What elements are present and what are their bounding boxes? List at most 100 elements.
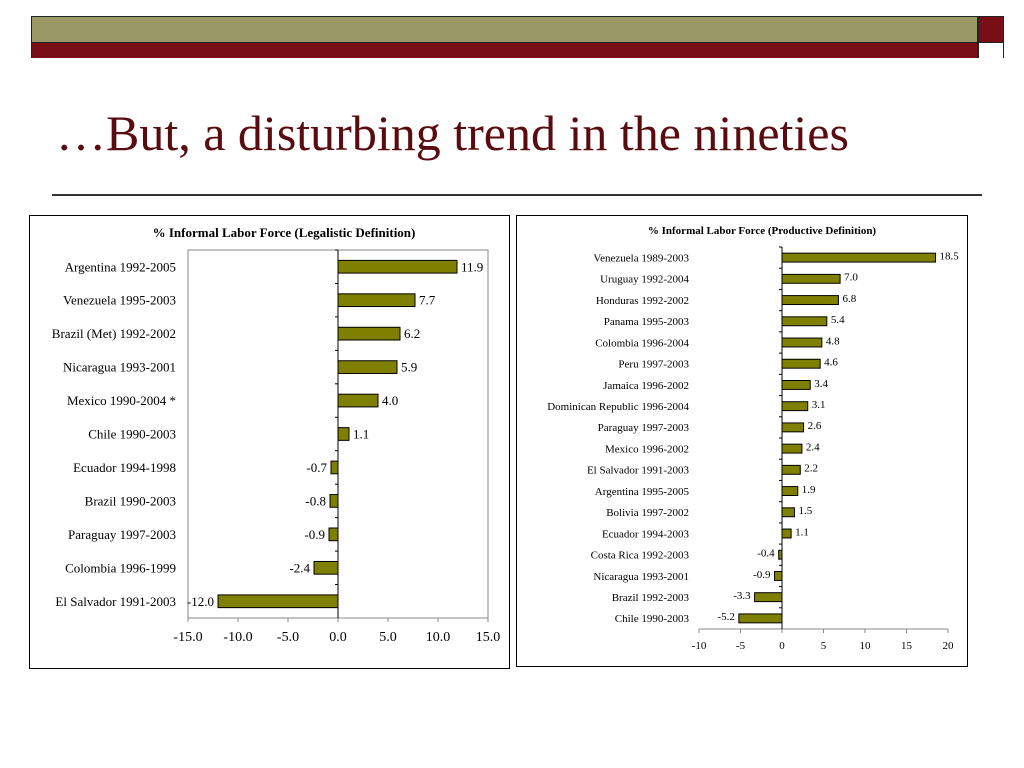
x-tick-label: 0.0	[329, 630, 347, 645]
header-corner-white	[979, 43, 1003, 58]
bar	[337, 259, 458, 274]
bar	[337, 393, 379, 408]
header-corner-block	[978, 16, 1004, 58]
category-label: Chile 1990-2003	[88, 427, 176, 442]
chart-productive-title: % Informal Labor Force (Productive Defin…	[648, 225, 877, 237]
category-label: Bolivia 1997-2002	[606, 507, 689, 519]
x-tick-label: 0	[779, 640, 785, 652]
category-label: Ecuador 1994-1998	[73, 460, 176, 475]
data-label: -0.8	[305, 493, 326, 508]
category-label: Panama 1995-2003	[604, 316, 690, 328]
bar	[329, 494, 339, 508]
category-label: Costa Rica 1992-2003	[591, 550, 690, 562]
bar	[781, 486, 799, 497]
category-label: Brazil (Met) 1992-2002	[52, 326, 176, 341]
bar	[781, 401, 809, 412]
category-label: Colombia 1996-1999	[65, 560, 176, 575]
data-label: -0.9	[304, 527, 325, 542]
bar	[781, 295, 839, 306]
bar	[217, 594, 339, 609]
category-label: Brazil 1992-2003	[612, 592, 690, 604]
data-label: 6.8	[842, 293, 856, 305]
x-tick-label: -5.0	[277, 630, 299, 645]
data-label: 2.6	[808, 420, 822, 432]
bar	[313, 560, 339, 575]
x-tick-label: 15	[901, 640, 913, 652]
data-label: 4.0	[382, 393, 398, 408]
data-label: -0.7	[306, 460, 327, 475]
chart-legalistic-svg: % Informal Labor Force (Legalistic Defin…	[52, 225, 501, 645]
chart-legalistic-title: % Informal Labor Force (Legalistic Defin…	[153, 225, 416, 240]
data-label: 1.9	[802, 484, 816, 496]
bar	[781, 316, 828, 327]
category-label: Chile 1990-2003	[615, 613, 690, 625]
chart-productive: % Informal Labor Force (Productive Defin…	[516, 215, 968, 667]
bar	[781, 252, 937, 263]
category-label: Brazil 1990-2003	[85, 493, 176, 508]
data-label: 1.5	[798, 505, 812, 517]
bar	[781, 464, 801, 475]
bar	[778, 549, 783, 560]
x-tick-label: 20	[943, 640, 955, 652]
category-label: Honduras 1992-2002	[596, 295, 689, 307]
data-label: 18.5	[940, 250, 960, 262]
chart-legalistic: % Informal Labor Force (Legalistic Defin…	[29, 215, 510, 669]
x-tick-label: -10.0	[223, 630, 252, 645]
data-label: -3.3	[733, 590, 751, 602]
data-label: 2.4	[806, 441, 820, 453]
x-tick-label: 15.0	[476, 630, 501, 645]
category-label: El Salvador 1991-2003	[55, 594, 176, 609]
bar	[337, 326, 401, 341]
bar	[781, 379, 811, 390]
x-tick-label: -5	[736, 640, 746, 652]
header-corner-maroon	[979, 17, 1003, 43]
x-tick-label: 10	[860, 640, 872, 652]
slide-title: …But, a disturbing trend in the nineties	[56, 105, 849, 161]
data-label: 5.9	[401, 360, 417, 375]
category-label: Mexico 1996-2002	[605, 443, 689, 455]
category-label: Venezuela 1989-2003	[593, 252, 689, 264]
category-label: Paraguay 1997-2003	[68, 527, 176, 542]
data-label: 4.8	[826, 335, 840, 347]
data-label: 4.6	[824, 357, 838, 369]
bar	[774, 570, 783, 581]
bar	[754, 592, 783, 603]
bar	[781, 528, 792, 539]
chart-productive-svg: % Informal Labor Force (Productive Defin…	[547, 225, 960, 652]
bar	[781, 273, 841, 284]
data-label: 6.2	[404, 326, 420, 341]
x-tick-label: -15.0	[173, 630, 202, 645]
header-band	[31, 16, 978, 58]
category-label: Uruguay 1992-2004	[600, 274, 689, 286]
data-label: -0.4	[757, 548, 775, 560]
category-label: El Salvador 1991-2003	[587, 465, 690, 477]
category-label: Argentina 1992-2005	[65, 259, 176, 274]
data-label: 3.1	[812, 399, 826, 411]
data-label: -12.0	[187, 594, 214, 609]
category-label: Venezuela 1995-2003	[63, 293, 176, 308]
data-label: 2.2	[804, 463, 818, 475]
data-label: -0.9	[753, 569, 771, 581]
data-label: 7.7	[419, 293, 436, 308]
bar	[781, 443, 803, 454]
category-label: Colombia 1996-2004	[595, 337, 689, 349]
category-label: Ecuador 1994-2003	[602, 528, 690, 540]
header-band-maroon	[32, 43, 977, 58]
data-label: -2.4	[289, 560, 310, 575]
x-tick-label: -10	[692, 640, 707, 652]
category-label: Nicaragua 1993-2001	[63, 360, 176, 375]
data-label: 7.0	[844, 272, 858, 284]
category-label: Paraguay 1997-2003	[598, 422, 690, 434]
bar	[781, 422, 805, 433]
bar	[337, 427, 350, 441]
category-label: Mexico 1990-2004 *	[67, 393, 176, 408]
bar	[337, 360, 398, 374]
data-label: 5.4	[831, 314, 845, 326]
title-divider	[52, 194, 982, 196]
bar	[781, 358, 821, 369]
header-band-olive	[32, 17, 977, 43]
data-label: 1.1	[795, 526, 809, 538]
category-label: Peru 1997-2003	[618, 359, 689, 371]
bar	[738, 613, 783, 624]
bar	[328, 527, 339, 542]
